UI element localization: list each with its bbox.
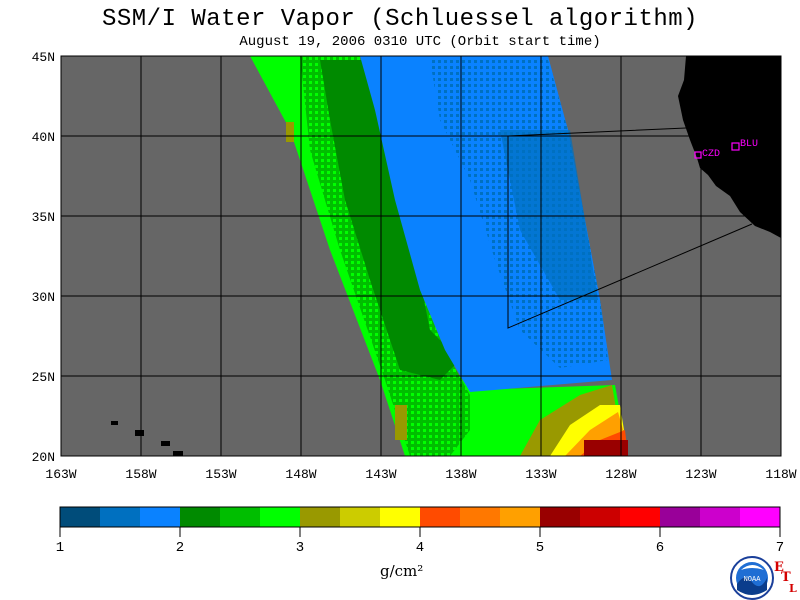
colorbar-unit: g/cm²	[380, 562, 424, 580]
colorbar-swatch	[180, 507, 221, 527]
swath-dark-blue-2	[500, 130, 598, 300]
lat-tick-label: 30N	[32, 290, 55, 305]
lon-tick-label: 128W	[605, 467, 636, 482]
colorbar-swatch	[500, 507, 541, 527]
hawaii-island	[173, 451, 183, 456]
station-label-blu: BLU	[740, 139, 758, 150]
swath-olive	[520, 385, 618, 456]
colorbar-swatch	[260, 507, 301, 527]
colorbar-swatch	[460, 507, 501, 527]
swath-olive-speck	[395, 405, 407, 440]
swath-dark-green	[320, 60, 460, 380]
colorbar-swatch	[380, 507, 421, 527]
colorbar-tick-label: 2	[176, 540, 184, 556]
hawaii-island	[161, 441, 170, 446]
colorbar-swatch	[620, 507, 661, 527]
noaa-logo: NOAA	[730, 556, 774, 600]
station-label-czd: CZD	[702, 149, 720, 160]
swath-dark-red	[584, 440, 628, 456]
lon-tick-label: 163W	[45, 467, 76, 482]
colorbar-swatch	[660, 507, 701, 527]
colorbar-swatch	[580, 507, 621, 527]
map-frame	[60, 55, 782, 457]
colorbar-swatch	[420, 507, 461, 527]
lon-tick-label: 118W	[765, 467, 796, 482]
colorbar-swatch	[740, 507, 781, 527]
hawaii-island	[135, 430, 144, 436]
lat-tick-label: 35N	[32, 210, 55, 225]
map-subtitle: August 19, 2006 0310 UTC (Orbit start ti…	[239, 34, 601, 50]
lon-tick-label: 133W	[525, 467, 556, 482]
colorbar-swatch	[300, 507, 341, 527]
swath-yellow	[550, 405, 624, 456]
station-marker-blu	[731, 142, 740, 151]
colorbar-swatch	[100, 507, 141, 527]
colorbar-tick-label: 1	[56, 540, 64, 556]
etl-letter-l: L	[789, 582, 797, 595]
colorbar-tick-label: 7	[776, 540, 784, 556]
lon-tick-label: 123W	[685, 467, 716, 482]
lon-tick-label: 158W	[125, 467, 156, 482]
lon-tick-label: 153W	[205, 467, 236, 482]
colorbar	[59, 506, 781, 528]
colorbar-swatch	[220, 507, 261, 527]
etl-letter-e: E	[774, 560, 784, 575]
swath-olive-speck	[286, 122, 294, 142]
hawaii-island	[111, 421, 118, 425]
etl-letter-t: T	[781, 570, 791, 585]
lat-tick-label: 20N	[32, 450, 55, 465]
lon-tick-label: 148W	[285, 467, 316, 482]
colorbar-swatch	[700, 507, 741, 527]
lon-tick-label: 143W	[365, 467, 396, 482]
station-marker-czd	[694, 151, 702, 159]
colorbar-swatch	[140, 507, 181, 527]
land-north-america	[678, 56, 781, 238]
lat-tick-label: 25N	[32, 370, 55, 385]
lon-tick-label: 138W	[445, 467, 476, 482]
colorbar-tick-label: 3	[296, 540, 304, 556]
lat-tick-label: 40N	[32, 130, 55, 145]
map-title: SSM/I Water Vapor (Schluessel algorithm)	[101, 6, 699, 33]
colorbar-swatch	[60, 507, 101, 527]
colorbar-swatch	[340, 507, 381, 527]
colorbar-swatch	[540, 507, 581, 527]
sector-boundary-line	[507, 127, 753, 329]
colorbar-tick-label: 6	[656, 540, 664, 556]
colorbar-tick-label: 5	[536, 540, 544, 556]
lat-tick-label: 45N	[32, 50, 55, 65]
noaa-logo-text: NOAA	[744, 576, 762, 584]
colorbar-tick-label: 4	[416, 540, 424, 556]
